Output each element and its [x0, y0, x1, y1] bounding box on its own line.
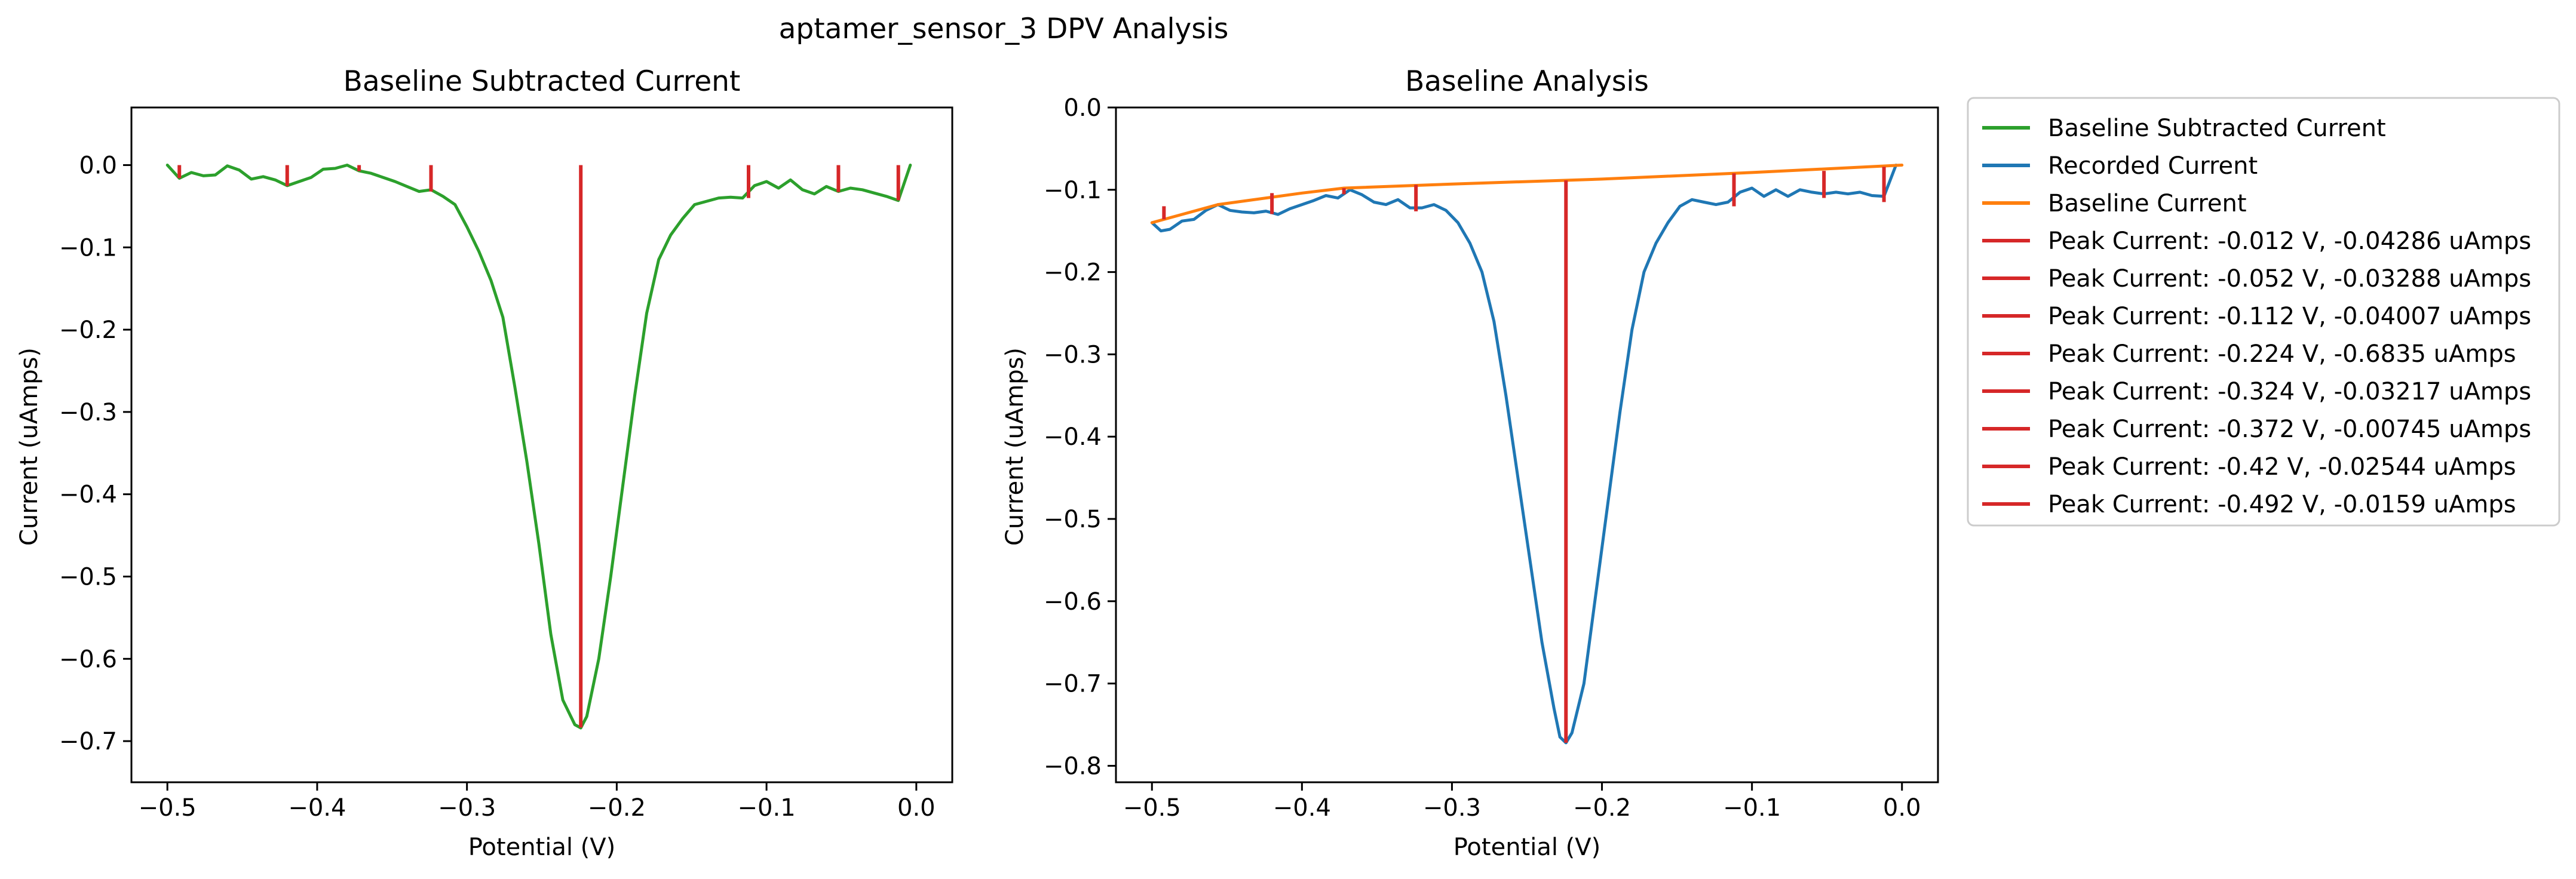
x-tick-label: −0.3: [1423, 794, 1481, 822]
legend-label: Baseline Subtracted Current: [2048, 115, 2386, 142]
x-tick-label: 0.0: [897, 794, 936, 822]
y-axis-label: Current (uAmps): [16, 348, 43, 546]
legend-entry: Peak Current: -0.324 V, -0.03217 uAmps: [1982, 378, 2531, 405]
y-tick-label: −0.5: [59, 563, 117, 591]
series-line-recorded-current: [1150, 164, 1898, 745]
baseline-analysis-plot: Baseline Analysis Potential (V) Current …: [1001, 65, 1939, 861]
x-tick-label: 0.0: [1883, 794, 1921, 822]
plot-title: Baseline Analysis: [1405, 65, 1649, 98]
legend-label: Peak Current: -0.052 V, -0.03288 uAmps: [2048, 265, 2531, 293]
x-axis-label: Potential (V): [1453, 834, 1601, 861]
x-tick-label: −0.1: [738, 794, 796, 822]
y-tick-label: −0.4: [59, 481, 117, 509]
y-tick-label: −0.5: [1044, 506, 1102, 533]
legend-entry: Peak Current: -0.052 V, -0.03288 uAmps: [1982, 265, 2531, 293]
legend-entry: Peak Current: -0.224 V, -0.6835 uAmps: [1982, 340, 2516, 368]
legend-entry: Peak Current: -0.012 V, -0.04286 uAmps: [1982, 228, 2531, 255]
legend-label: Peak Current: -0.112 V, -0.04007 uAmps: [2048, 303, 2531, 330]
legend-label: Peak Current: -0.324 V, -0.03217 uAmps: [2048, 378, 2531, 405]
legend-label: Baseline Current: [2048, 190, 2247, 217]
legend-entry: Baseline Subtracted Current: [1982, 115, 2386, 142]
legend-label: Peak Current: -0.42 V, -0.02544 uAmps: [2048, 453, 2516, 481]
y-tick-label: −0.3: [59, 399, 117, 426]
y-tick-label: −0.1: [59, 234, 117, 262]
y-tick-label: −0.7: [1044, 671, 1102, 698]
y-tick-label: −0.1: [1044, 177, 1102, 204]
x-axis-label: Potential (V): [468, 834, 616, 861]
baseline-subtracted-plot: Baseline Subtracted Current Potential (V…: [16, 65, 953, 861]
y-tick-label: −0.4: [1044, 423, 1102, 451]
y-tick-label: −0.2: [59, 316, 117, 344]
y-tick-label: −0.6: [1044, 588, 1102, 616]
x-tick-label: −0.2: [1573, 794, 1631, 822]
legend-frame: [1967, 97, 2560, 527]
y-tick-label: −0.2: [1044, 259, 1102, 287]
legend-label: Peak Current: -0.372 V, -0.00745 uAmps: [2048, 416, 2531, 443]
legend-label: Peak Current: -0.224 V, -0.6835 uAmps: [2048, 340, 2516, 368]
x-tick-label: −0.4: [288, 794, 346, 822]
legend-label: Peak Current: -0.012 V, -0.04286 uAmps: [2048, 228, 2531, 255]
y-tick-label: −0.3: [1044, 341, 1102, 368]
legend: Baseline Subtracted Current Recorded Curr…: [1967, 97, 2560, 527]
legend-entry: Baseline Current: [1982, 190, 2247, 217]
x-tick-label: −0.3: [438, 794, 496, 822]
legend-entry: Peak Current: -0.372 V, -0.00745 uAmps: [1982, 416, 2531, 443]
plot-frame: [130, 106, 953, 783]
y-tick-label: 0.0: [79, 152, 117, 179]
legend-entry: Peak Current: -0.492 V, -0.0159 uAmps: [1982, 491, 2516, 518]
y-tick-label: −0.8: [1044, 752, 1102, 780]
series-line-baseline-subtracted-current: [165, 164, 912, 730]
x-tick-label: −0.5: [1123, 794, 1181, 822]
legend-entry: Peak Current: -0.42 V, -0.02544 uAmps: [1982, 453, 2516, 481]
legend-entry: Recorded Current: [1982, 152, 2258, 180]
plot-title: Baseline Subtracted Current: [344, 65, 741, 98]
series-line-baseline-current: [1150, 164, 1904, 225]
y-tick-label: −0.6: [59, 646, 117, 673]
legend-label: Peak Current: -0.492 V, -0.0159 uAmps: [2048, 491, 2516, 518]
x-tick-label: −0.2: [588, 794, 646, 822]
y-tick-label: 0.0: [1063, 94, 1102, 122]
x-tick-label: −0.5: [139, 794, 197, 822]
figure-title: aptamer_sensor_3 DPV Analysis: [779, 13, 1229, 45]
plot-frame: [1115, 106, 1939, 783]
legend-entry: Peak Current: -0.112 V, -0.04007 uAmps: [1982, 303, 2531, 330]
y-axis-label: Current (uAmps): [1001, 348, 1029, 546]
x-tick-label: −0.1: [1723, 794, 1781, 822]
y-tick-label: −0.7: [59, 728, 117, 755]
x-tick-label: −0.4: [1273, 794, 1331, 822]
legend-label: Recorded Current: [2048, 152, 2258, 180]
